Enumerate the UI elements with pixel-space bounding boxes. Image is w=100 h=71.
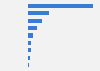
Bar bbox=[28, 11, 49, 15]
Bar bbox=[28, 4, 93, 8]
Bar bbox=[28, 26, 37, 30]
Bar bbox=[28, 48, 31, 52]
Bar bbox=[28, 19, 42, 23]
Bar bbox=[28, 41, 31, 45]
Bar bbox=[28, 33, 33, 38]
Bar bbox=[28, 63, 29, 67]
Bar bbox=[28, 56, 30, 60]
